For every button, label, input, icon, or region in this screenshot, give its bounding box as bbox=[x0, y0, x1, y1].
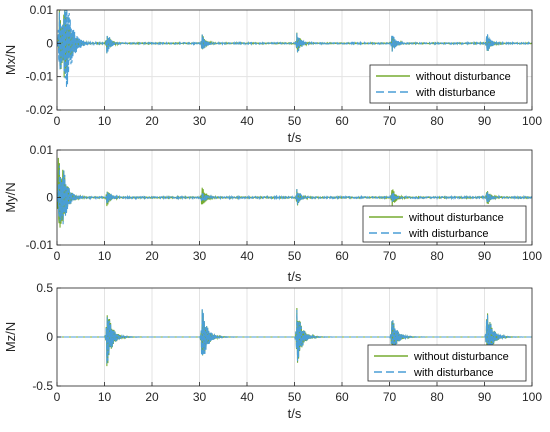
x-tick-label: 40 bbox=[240, 114, 254, 128]
legend-label: with disturbance bbox=[415, 87, 496, 99]
subplot-1: 0 10 20 30 40 50 60 70 80 90 100 -0.02 -0.01 0 0.01 t/s… bbox=[3, 3, 542, 145]
x-axis-label: t/s bbox=[288, 269, 302, 284]
x-tick-label: 60 bbox=[335, 114, 349, 128]
x-tick-label: 0 bbox=[54, 390, 61, 404]
x-tick-label: 0 bbox=[54, 249, 61, 263]
y-tick-label: -0.01 bbox=[26, 70, 54, 84]
x-tick-label: 70 bbox=[383, 114, 397, 128]
x-tick-label: 50 bbox=[288, 390, 302, 404]
x-tick-label: 20 bbox=[145, 390, 159, 404]
y-tick-label: 0 bbox=[46, 330, 53, 344]
legend-box bbox=[369, 64, 528, 104]
x-tick-label: 30 bbox=[193, 114, 207, 128]
y-axis-label: Mx/N bbox=[3, 45, 18, 75]
x-tick-label: 30 bbox=[193, 390, 207, 404]
x-tick-label: 60 bbox=[335, 249, 349, 263]
series-line-with-disturbance bbox=[57, 10, 532, 88]
series-line-with-disturbance bbox=[57, 165, 532, 225]
legend-box bbox=[362, 205, 527, 243]
x-tick-label: 80 bbox=[430, 249, 444, 263]
x-tick-label: 20 bbox=[145, 114, 159, 128]
x-tick-label: 10 bbox=[98, 114, 112, 128]
x-tick-label: 70 bbox=[383, 390, 397, 404]
y-tick-label: -0.5 bbox=[32, 379, 53, 393]
x-tick-label: 90 bbox=[478, 390, 492, 404]
x-tick-label: 30 bbox=[193, 249, 207, 263]
y-axis-label: Mz/N bbox=[3, 322, 18, 352]
y-axis-label: My/N bbox=[3, 182, 18, 212]
legend-label: without disturbance bbox=[415, 71, 511, 83]
y-tick-label: 0.01 bbox=[30, 3, 54, 17]
legend-box bbox=[367, 344, 527, 382]
x-tick-label: 90 bbox=[478, 249, 492, 263]
legend-label: without disturbance bbox=[413, 351, 509, 363]
x-tick-label: 40 bbox=[240, 249, 254, 263]
x-tick-label: 80 bbox=[430, 390, 444, 404]
y-tick-label: -0.01 bbox=[26, 238, 54, 252]
x-tick-label: 100 bbox=[522, 114, 542, 128]
x-tick-label: 100 bbox=[522, 390, 542, 404]
series-line-with-disturbance bbox=[57, 309, 532, 364]
y-tick-label: 0.01 bbox=[30, 143, 54, 157]
legend-label: without disturbance bbox=[408, 212, 504, 224]
x-tick-label: 20 bbox=[145, 249, 159, 263]
x-tick-label: 100 bbox=[522, 249, 542, 263]
legend-label: with disturbance bbox=[408, 228, 489, 240]
y-tick-label: -0.02 bbox=[26, 103, 54, 117]
y-tick-label: 0 bbox=[46, 36, 53, 50]
y-tick-label: 0 bbox=[46, 191, 53, 205]
y-tick-label: 0.5 bbox=[36, 281, 53, 295]
legend: without disturbance with disturbance bbox=[367, 344, 527, 382]
legend: without disturbance with disturbance bbox=[369, 64, 528, 104]
x-tick-label: 50 bbox=[288, 114, 302, 128]
x-tick-label: 0 bbox=[54, 114, 61, 128]
x-tick-label: 90 bbox=[478, 114, 492, 128]
subplot-3: 0 10 20 30 40 50 60 70 80 90 100-0.500.5t/sMz/Nwit… bbox=[3, 281, 542, 421]
legend: without disturbance with disturbance bbox=[362, 205, 527, 243]
x-tick-label: 10 bbox=[98, 390, 112, 404]
x-tick-label: 80 bbox=[430, 114, 444, 128]
x-tick-label: 50 bbox=[288, 249, 302, 263]
legend-label: with disturbance bbox=[413, 367, 494, 379]
x-axis-label: t/s bbox=[288, 406, 302, 421]
x-tick-label: 40 bbox=[240, 390, 254, 404]
subplot-2: 0 10 20 30 40 50 60 70 80 90 100-0.0100.01t/sMy/Nw… bbox=[3, 143, 542, 284]
x-tick-label: 70 bbox=[383, 249, 397, 263]
x-axis-label: t/s bbox=[288, 130, 302, 145]
x-tick-label: 10 bbox=[98, 249, 112, 263]
x-tick-label: 60 bbox=[335, 390, 349, 404]
